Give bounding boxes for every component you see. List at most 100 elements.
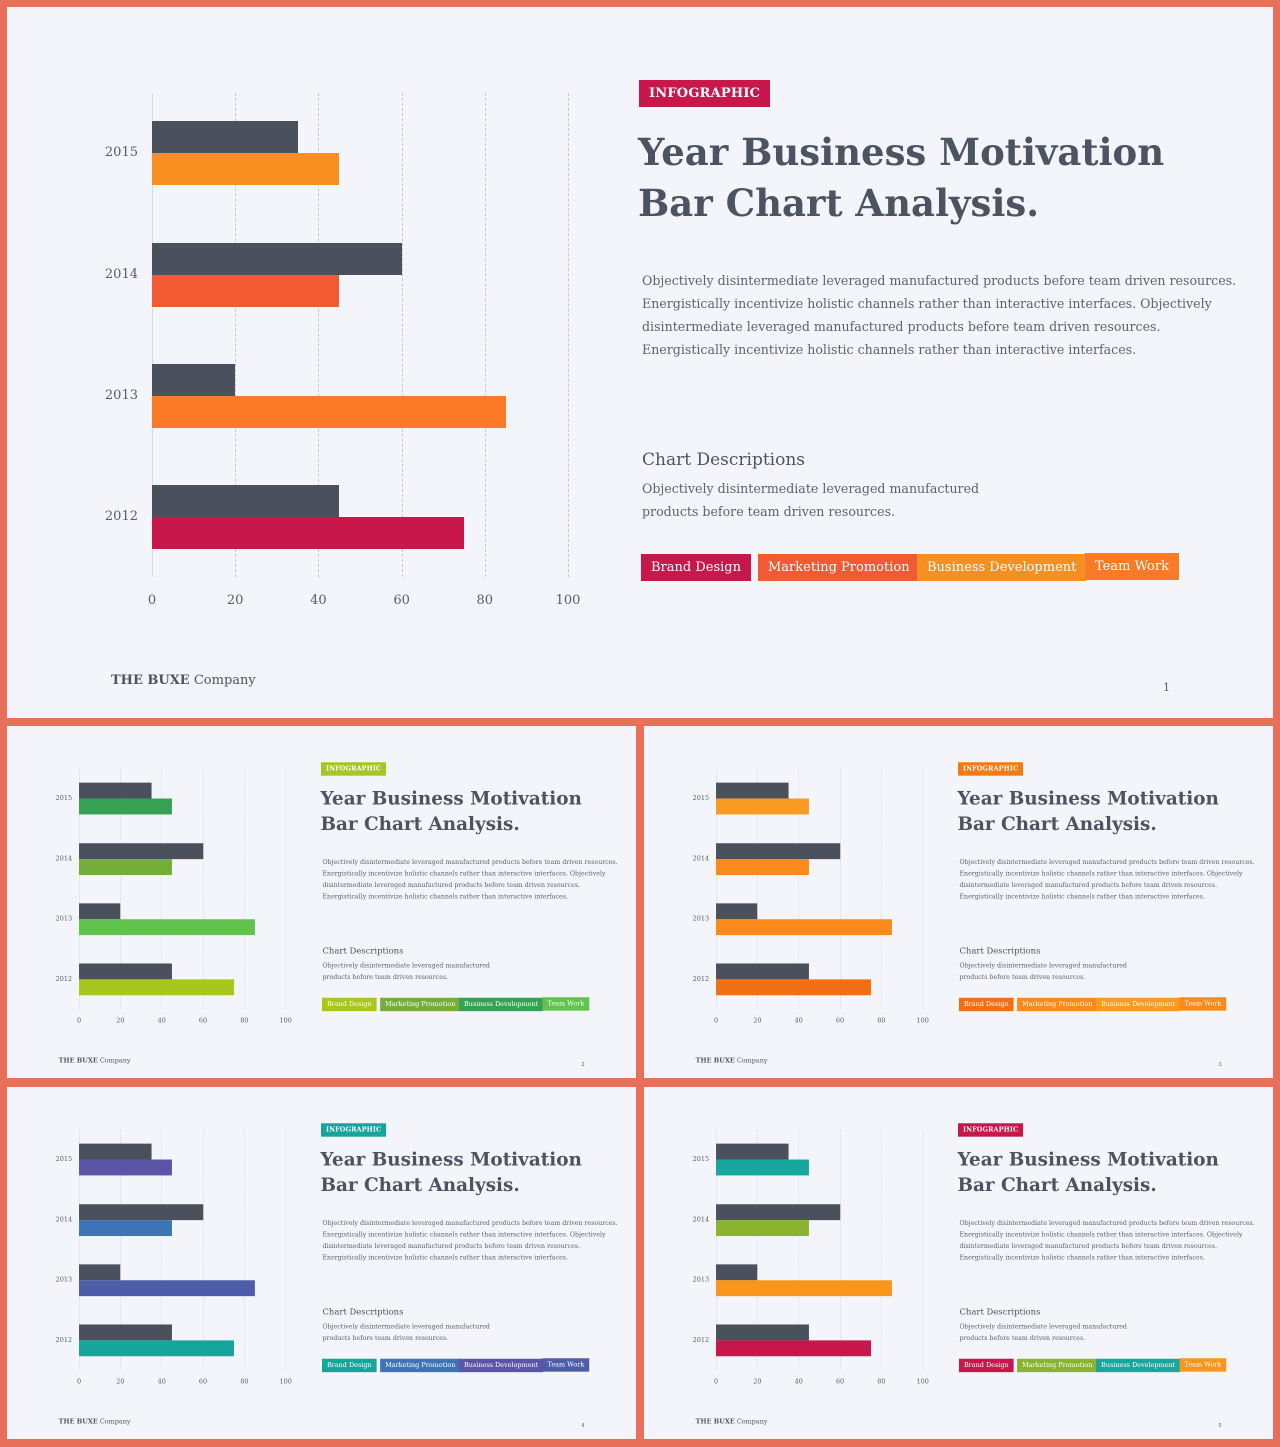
legend-marketing-promotion: Marketing Promotion [380,997,461,1012]
y-category-label: 2012 [55,975,73,983]
company-name-bold: THE BUXE [695,1417,735,1426]
x-tick-label: 0 [76,1017,82,1025]
company-name-rest: Company [734,1417,768,1426]
bar-dark-2012 [79,963,173,980]
description-line: disintermediate leveraged manufactured p… [642,319,1161,334]
bar-colored-2014 [716,859,810,876]
bar-dark-2012 [79,1324,173,1341]
x-tick-label: 20 [226,593,244,608]
bar-colored-2013 [79,919,255,936]
company-name-bold: THE BUXE [58,1056,98,1065]
company-name-rest: Company [97,1056,131,1065]
legend-business-development: Business Development [917,554,1087,581]
bar-colored-2015 [716,798,810,815]
slide-content: 0 20 40 60 80 100 2015 2014 2013 2012 INFOGRAPHIC… [7,726,636,1078]
x-tick-label: 20 [116,1378,125,1386]
description-line: Objectively disintermediate leveraged ma… [322,1219,618,1227]
x-tick-label: 0 [147,593,157,608]
chart-descriptions-line: products before team driven resources. [959,972,1086,981]
page-number: 2 [581,1060,585,1068]
y-category-label: 2013 [692,1276,710,1284]
grid-line [484,93,486,577]
company-name-bold: THE BUXE [111,673,190,688]
bar-dark-2013 [716,903,758,920]
slide-title: Year Business Motivation Bar Chart Analy… [320,786,598,837]
chart-descriptions-line: products before team driven resources. [322,972,449,981]
chart-descriptions-line: Objectively disintermediate leveraged ma… [322,961,490,969]
grid-line [568,93,569,577]
x-tick-label: 20 [753,1378,762,1386]
title-line-2: Bar Chart Analysis. [638,181,1040,225]
slide-5[interactable]: 0 20 40 60 80 100 2015 2014 2013 2012 INFOGRAPHIC… [644,1087,1273,1439]
x-tick-label: 100 [916,1017,929,1025]
x-tick-label: 60 [835,1378,845,1386]
bar-colored-2015 [79,1159,173,1176]
company-name-bold: THE BUXE [58,1417,98,1426]
slide-title: Year Business Motivation Bar Chart Analy… [957,786,1235,837]
x-tick-label: 80 [240,1378,249,1386]
legend-brand-design: Brand Design [321,997,377,1012]
bar-colored-2012 [79,1340,235,1357]
x-tick-label: 100 [916,1378,929,1386]
legend-brand-design: Brand Design [958,997,1014,1012]
bar-dark-2014 [79,843,204,860]
legend-brand-design: Brand Design [321,1358,377,1373]
infographic-badge: INFOGRAPHIC [639,80,771,107]
x-tick-label: 0 [76,1378,82,1386]
y-category-label: 2013 [55,915,73,923]
x-tick-label: 60 [393,593,410,608]
bar-colored-2015 [716,1159,810,1176]
x-tick-label: 40 [157,1017,166,1025]
description-line: disintermediate leveraged manufactured p… [959,881,1218,889]
bar-colored-2012 [716,1340,872,1357]
title-line-2: Bar Chart Analysis. [957,812,1157,835]
legend-brand-design: Brand Design [958,1358,1014,1373]
x-tick-label: 60 [198,1017,208,1025]
slide-1[interactable]: 0 20 40 60 80 100 2015 2014 2013 2012 INFOGRAPHIC… [7,7,1273,718]
description: Objectively disintermediate leveraged ma… [642,269,1236,361]
description-line: Energistically incentivize holistic chan… [322,869,606,878]
slide-3[interactable]: 0 20 40 60 80 100 2015 2014 2013 2012 INFOGRAPHIC… [644,726,1273,1078]
legend-marketing-promotion: Marketing Promotion [1017,997,1098,1012]
y-category-label: 2012 [55,1336,73,1344]
x-tick-label: 40 [794,1017,803,1025]
title-line-1: Year Business Motivation [638,130,1165,174]
description-line: Energistically incentivize holistic chan… [322,1253,568,1261]
description-line: Energistically incentivize holistic chan… [959,869,1243,878]
description-line: Energistically incentivize holistic chan… [959,1230,1243,1239]
chart-descriptions-line: Objectively disintermediate leveraged ma… [322,1322,490,1330]
y-category-label: 2015 [104,145,138,160]
description-line: Energistically incentivize holistic chan… [642,342,1137,357]
x-tick-label: 60 [835,1017,845,1025]
bar-dark-2013 [79,1264,121,1281]
y-category-label: 2012 [104,509,138,524]
x-tick-label: 40 [794,1378,803,1386]
description-line: Objectively disintermediate leveraged ma… [959,1219,1255,1227]
bar-dark-2015 [716,782,789,799]
slide-content: 0 20 40 60 80 100 2015 2014 2013 2012 INFOGRAPHIC… [644,1087,1273,1439]
company-name: THE BUXE Company [59,1057,131,1064]
description: Objectively disintermediate leveraged ma… [959,1217,1255,1263]
grid-line [152,93,153,577]
bar-dark-2012 [152,485,340,517]
grid-line [235,93,237,577]
chart-descriptions-line: Objectively disintermediate leveraged ma… [959,1322,1127,1330]
slide-2[interactable]: 0 20 40 60 80 100 2015 2014 2013 2012 INFOGRAPHIC… [7,726,636,1078]
chart-descriptions-title: Chart Descriptions [642,450,806,470]
legend-marketing-promotion: Marketing Promotion [1017,1358,1098,1373]
grid-line [401,93,403,577]
company-name: THE BUXE Company [696,1057,768,1064]
legend-team-work: Team Work [542,1358,590,1372]
legend-marketing-promotion: Marketing Promotion [380,1358,461,1373]
y-category-label: 2015 [692,794,710,803]
bar-colored-2013 [716,1280,892,1297]
slide-4[interactable]: 0 20 40 60 80 100 2015 2014 2013 2012 INFOGRAPHIC… [7,1087,636,1439]
x-tick-label: 80 [240,1017,249,1025]
x-tick-label: 40 [157,1378,166,1386]
slide-content: 0 20 40 60 80 100 2015 2014 2013 2012 INFOGRAPHIC… [7,7,1273,718]
description-line: Energistically incentivize holistic chan… [642,296,1212,311]
company-name: THE BUXE Company [696,1418,768,1425]
bar-dark-2012 [716,1324,810,1341]
x-tick-label: 0 [713,1017,719,1025]
x-tick-label: 40 [310,593,327,608]
